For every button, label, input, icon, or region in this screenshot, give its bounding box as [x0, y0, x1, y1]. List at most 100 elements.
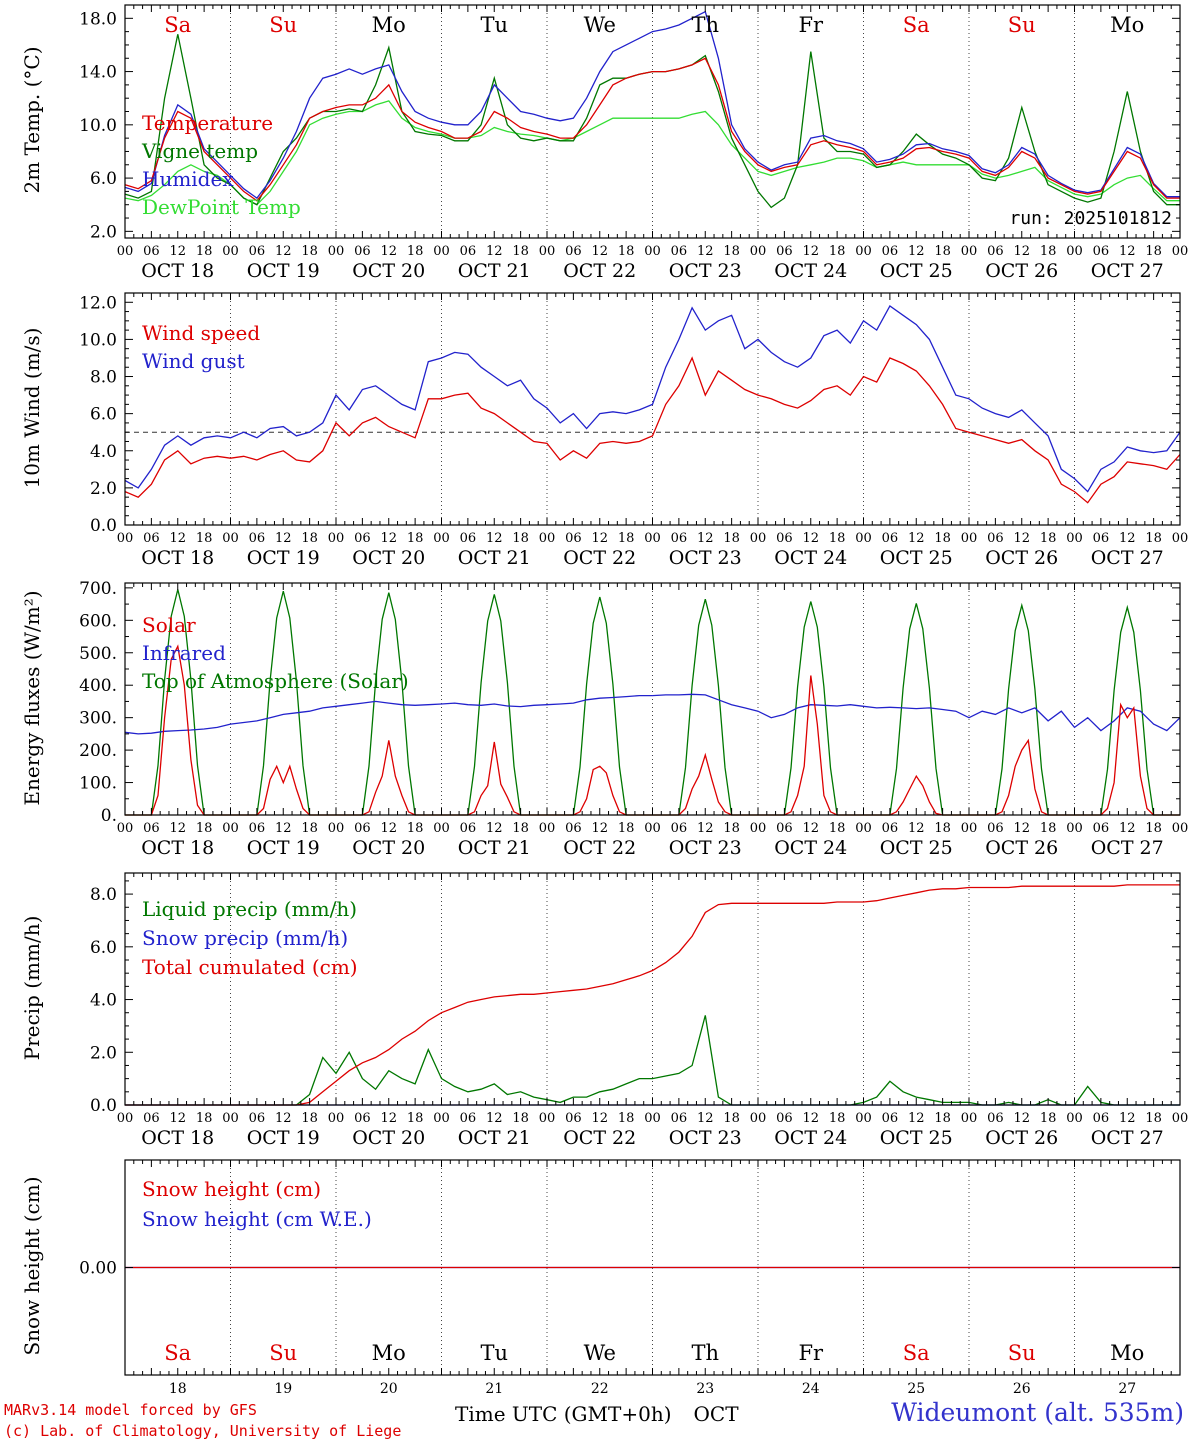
- hour-label: 12: [1013, 531, 1030, 546]
- hour-label: 18: [512, 531, 529, 546]
- hour-label: 18: [934, 821, 951, 836]
- hour-label: 12: [802, 1111, 819, 1126]
- hour-label: 00: [961, 531, 978, 546]
- hour-label: 00: [961, 244, 978, 259]
- day-name-top: Sa: [164, 13, 191, 37]
- hour-label: 18: [1040, 1111, 1057, 1126]
- legend-item: Solar: [142, 613, 196, 637]
- hour-label: 12: [1119, 1111, 1136, 1126]
- hour-label: 06: [671, 531, 688, 546]
- hour-label: 00: [433, 244, 450, 259]
- hour-label: 06: [987, 244, 1004, 259]
- hour-label: 12: [591, 1111, 608, 1126]
- day-name-top: Tu: [480, 13, 508, 37]
- hour-label: 06: [565, 1111, 582, 1126]
- hour-label: 06: [249, 1111, 266, 1126]
- legend-item: Infrared: [142, 641, 226, 665]
- date-number: 23: [696, 1381, 714, 1397]
- model-credit-line1: MARv3.14 model forced by GFS: [4, 1401, 257, 1419]
- hour-label: 12: [908, 531, 925, 546]
- hour-label: 12: [697, 821, 714, 836]
- hour-label: 06: [987, 821, 1004, 836]
- y-axis-title-wind: 10m Wind (m/s): [20, 327, 44, 489]
- date-label: OCT 19: [247, 1127, 320, 1149]
- hour-label: 00: [750, 821, 767, 836]
- hour-label: 00: [1172, 821, 1189, 836]
- date-number: 25: [907, 1381, 925, 1397]
- legend-item: Snow precip (mm/h): [142, 926, 348, 950]
- y-tick-label: 400.: [79, 676, 117, 696]
- day-name-bottom: Th: [691, 1341, 719, 1365]
- date-label: OCT 22: [563, 1127, 636, 1149]
- day-name-bottom: Su: [269, 1341, 297, 1365]
- hour-label: 00: [644, 244, 661, 259]
- hour-label: 06: [776, 531, 793, 546]
- date-label: OCT 18: [141, 1127, 214, 1149]
- legend-item: Wind gust: [142, 349, 245, 373]
- hour-label: 18: [1145, 1111, 1162, 1126]
- date-label: OCT 25: [880, 547, 953, 569]
- hour-label: 18: [934, 244, 951, 259]
- hour-label: 12: [697, 1111, 714, 1126]
- day-name-bottom: Su: [1008, 1341, 1036, 1365]
- day-name-top: Fr: [798, 13, 824, 37]
- series-wind-gust: [124, 305, 1181, 493]
- series-humidex: [124, 10, 1180, 199]
- hour-label: 00: [433, 1111, 450, 1126]
- date-label: OCT 24: [774, 837, 847, 859]
- hour-label: 06: [565, 531, 582, 546]
- date-number: 26: [1013, 1381, 1031, 1397]
- day-name-top: Su: [269, 13, 297, 37]
- hour-label: 06: [460, 821, 477, 836]
- hour-label: 06: [143, 244, 160, 259]
- series-liquid-precip: [125, 1015, 1180, 1106]
- model-credit: MARv3.14 model forced by GFS (c) Lab. of…: [4, 1400, 401, 1440]
- hour-label: 12: [169, 1111, 186, 1126]
- day-name-bottom: Mo: [372, 1341, 406, 1365]
- hour-label: 12: [169, 244, 186, 259]
- hour-label: 06: [143, 1111, 160, 1126]
- date-label: OCT 19: [247, 837, 320, 859]
- hour-label: 18: [196, 1111, 213, 1126]
- date-label: OCT 26: [985, 1127, 1058, 1149]
- hour-label: 12: [802, 244, 819, 259]
- hour-label: 06: [249, 821, 266, 836]
- day-name-top: Sa: [903, 13, 930, 37]
- date-label: OCT 26: [985, 260, 1058, 282]
- date-label: OCT 22: [563, 547, 636, 569]
- y-tick-label: 0.0: [90, 1096, 117, 1116]
- y-axis-title-snow: Snow height (cm): [20, 1176, 44, 1356]
- date-label: OCT 23: [669, 837, 742, 859]
- y-tick-label: 6.0: [90, 169, 117, 189]
- legend-item: DewPoint Temp: [142, 195, 301, 219]
- date-label: OCT 22: [563, 837, 636, 859]
- hour-label: 06: [249, 244, 266, 259]
- hour-label: 12: [380, 531, 397, 546]
- hour-label: 12: [275, 531, 292, 546]
- month-label: OCT: [693, 1402, 739, 1426]
- hour-label: 18: [407, 244, 424, 259]
- hour-label: 18: [723, 1111, 740, 1126]
- hour-label: 12: [275, 1111, 292, 1126]
- hour-label: 00: [855, 821, 872, 836]
- hour-label: 00: [855, 244, 872, 259]
- hour-label: 12: [380, 821, 397, 836]
- hour-label: 18: [618, 821, 635, 836]
- date-label: OCT 27: [1091, 837, 1164, 859]
- hour-label: 06: [882, 244, 899, 259]
- y-tick-label: 200.: [79, 741, 117, 761]
- hour-label: 00: [222, 821, 239, 836]
- hour-label: 06: [671, 244, 688, 259]
- date-label: OCT 23: [669, 1127, 742, 1149]
- hour-label: 12: [1013, 821, 1030, 836]
- legend-item: Snow height (cm W.E.): [142, 1207, 372, 1231]
- hour-label: 18: [723, 821, 740, 836]
- date-label: OCT 27: [1091, 260, 1164, 282]
- hour-label: 12: [1013, 244, 1030, 259]
- hour-label: 06: [565, 821, 582, 836]
- hour-label: 12: [169, 531, 186, 546]
- date-label: OCT 26: [985, 837, 1058, 859]
- hour-label: 18: [829, 244, 846, 259]
- hour-label: 12: [486, 531, 503, 546]
- hour-label: 06: [460, 1111, 477, 1126]
